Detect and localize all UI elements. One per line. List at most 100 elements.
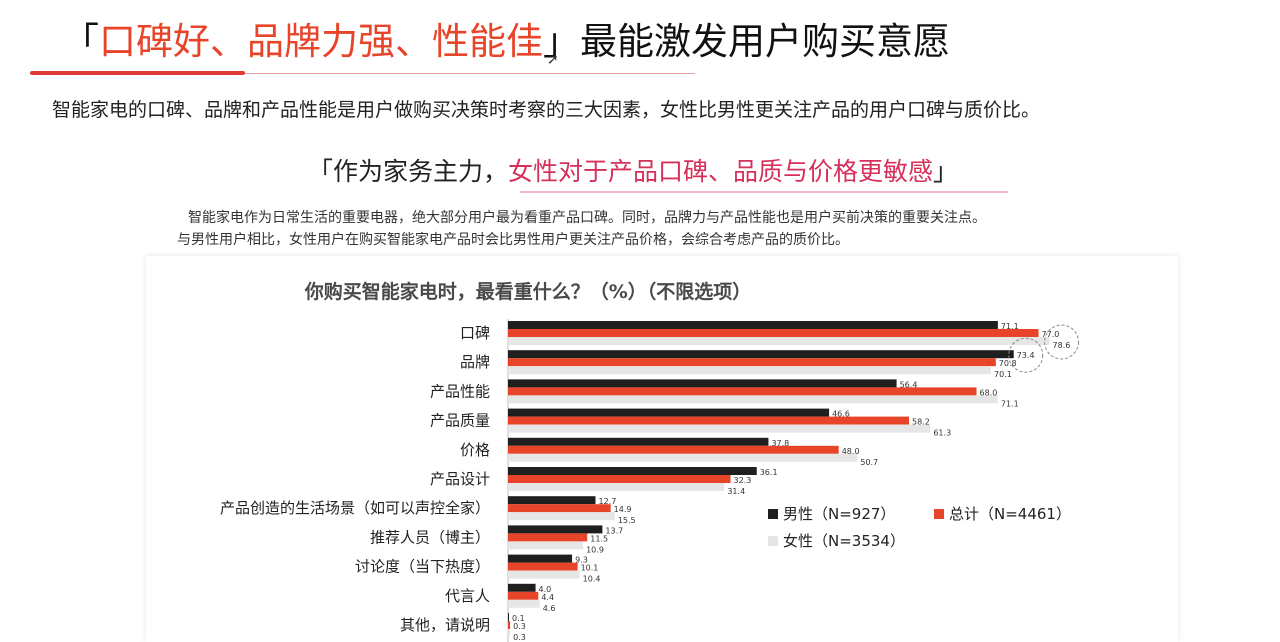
legend-label: 女性（N=3534） [783, 532, 905, 550]
bar-male [508, 408, 830, 417]
value-label: 71.1 [1001, 322, 1019, 331]
value-label: 36.1 [760, 468, 778, 477]
bar-male [508, 321, 998, 329]
bar-female [508, 599, 540, 608]
value-label: 0.3 [513, 622, 526, 631]
bar-total [508, 445, 839, 454]
bar-total [508, 416, 909, 425]
bar-total [508, 504, 611, 513]
value-label: 12.7 [599, 497, 617, 506]
highlight-circle [1044, 324, 1080, 360]
mouse-cursor-icon: ➚ [547, 52, 559, 68]
title-bracket-open: 「 [62, 20, 99, 63]
legend-swatch [768, 509, 778, 519]
value-label: 37.8 [771, 439, 789, 448]
value-label: 48.0 [842, 447, 860, 456]
value-label: 68.0 [980, 388, 998, 397]
bar-male [508, 525, 603, 534]
bar-female [508, 512, 615, 521]
bar-total [508, 591, 539, 600]
value-label: 31.4 [727, 487, 745, 496]
bar-male [508, 496, 596, 505]
bar-male [508, 379, 897, 388]
sub-heading-close: 」 [933, 157, 959, 186]
chart-title: 你购买智能家电时，最看重什么？（%）（不限选项） [304, 280, 752, 303]
bar-female [508, 570, 580, 579]
highlight-circle [1008, 337, 1044, 373]
bar-female [508, 629, 511, 637]
value-label: 11.5 [590, 534, 608, 543]
category-label: 代言人 [445, 587, 490, 605]
bar-male [508, 437, 769, 446]
value-label: 61.3 [933, 429, 951, 438]
bar-male [508, 350, 1014, 359]
sub-heading-open: 「作为家务主力， [308, 157, 509, 186]
category-label: 讨论度（当下热度） [355, 558, 490, 576]
legend-swatch [768, 536, 778, 546]
legend-label: 男性（N=927） [783, 505, 895, 523]
legend-label: 总计（N=4461） [949, 505, 1071, 523]
bar-female [508, 395, 998, 404]
value-label: 10.1 [581, 564, 599, 573]
bar-total [508, 387, 977, 396]
category-label: 口碑 [460, 324, 490, 342]
category-label: 价格 [460, 441, 490, 459]
value-label: 70.8 [999, 359, 1017, 368]
value-label: 32.3 [734, 476, 752, 485]
sub-heading-underline [520, 191, 1008, 193]
category-label: 产品设计 [430, 470, 490, 488]
value-label: 58.2 [912, 418, 930, 427]
value-label: 56.4 [900, 380, 918, 389]
bar-male [508, 467, 757, 475]
category-label: 品牌 [460, 353, 490, 371]
sub-heading: 「作为家务主力，女性对于产品口碑、品质与价格更敏感」 [308, 154, 958, 190]
intro-text: 智能家电的口碑、品牌和产品性能是用户做购买决策时考察的三大因素，女性比男性更关注… [52, 99, 1041, 121]
value-label: 4.0 [539, 585, 552, 594]
sub-heading-highlight: 女性对于产品口碑、品质与价格更敏感 [508, 157, 934, 186]
bar-male [508, 583, 536, 592]
category-label: 其他，请说明 [400, 616, 490, 634]
bar-total [508, 358, 996, 367]
title-underline [245, 73, 695, 74]
bar-female [508, 337, 1050, 345]
bar-total [508, 329, 1039, 337]
description-line-1: 智能家电作为日常生活的重要电器，绝大部分用户最为看重产品口碑。同时，品牌力与产品… [188, 210, 986, 226]
value-label: 50.7 [860, 458, 878, 467]
value-label: 73.4 [1017, 351, 1035, 360]
value-label: 15.5 [618, 516, 636, 525]
title-highlight: 口碑好、品牌力强、性能佳 [99, 20, 543, 63]
category-label: 产品质量 [430, 412, 490, 430]
bar-female [508, 366, 991, 375]
chart-panel: 你购买智能家电时，最看重什么？（%）（不限选项） 口碑 71.1 77.0 78.6 品… [146, 256, 1178, 642]
value-label: 77.0 [1042, 330, 1060, 339]
value-label: 10.9 [586, 545, 604, 554]
bar-chart: 你购买智能家电时，最看重什么？（%）（不限选项） 口碑 71.1 77.0 78.6 品… [220, 280, 1080, 642]
category-label: 产品性能 [430, 382, 490, 400]
bar-female [508, 483, 725, 491]
bar-total [508, 475, 731, 483]
title-bracket-close: 」 [543, 20, 580, 63]
description-line-2: 与男性用户相比，女性用户在购买智能家电产品时会比男性用户更关注产品价格，会综合考… [177, 232, 849, 248]
value-label: 10.4 [583, 575, 601, 584]
value-label: 4.4 [541, 593, 554, 602]
bar-total [508, 533, 588, 542]
value-label: 71.1 [1001, 399, 1019, 408]
title-rest: 最能激发用户购买意愿 [580, 20, 950, 63]
value-label: 9.3 [575, 556, 588, 565]
bar-female [508, 424, 931, 433]
value-label: 4.6 [543, 604, 556, 613]
bar-male [508, 613, 509, 621]
bar-female [508, 541, 584, 550]
bar-female [508, 453, 858, 462]
value-label: 78.6 [1053, 341, 1071, 350]
value-label: 13.7 [605, 526, 623, 535]
bar-total [508, 562, 578, 571]
title-underline-accent [30, 71, 245, 75]
bar-total [508, 621, 511, 629]
bar-male [508, 554, 573, 563]
legend-swatch [934, 509, 944, 519]
value-label: 14.9 [614, 505, 632, 514]
category-label: 推荐人员（博主） [370, 528, 490, 546]
page-title: 「口碑好、品牌力强、性能佳」最能激发用户购买意愿 [62, 14, 950, 70]
category-label: 产品创造的生活场景（如可以声控全家） [220, 499, 490, 517]
